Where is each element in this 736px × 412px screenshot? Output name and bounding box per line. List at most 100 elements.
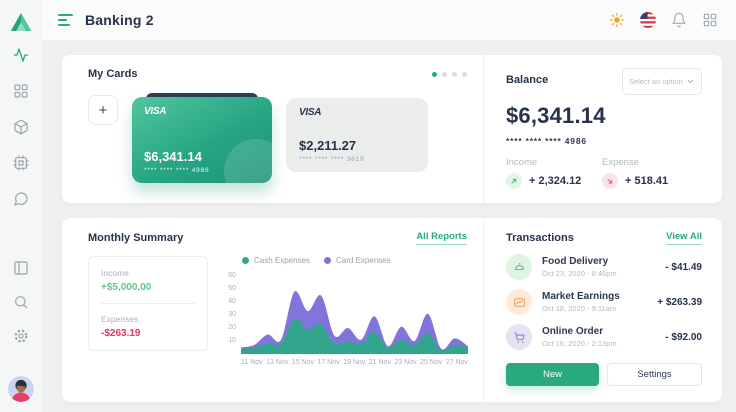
- visa-logo: VISA: [144, 106, 167, 117]
- sidebar-nav: [13, 47, 29, 207]
- cube-icon[interactable]: [13, 119, 29, 135]
- transaction-title: Food Delivery: [542, 256, 609, 267]
- credit-card-primary[interactable]: VISA $6,341.14 **** **** **** 4986: [132, 97, 272, 183]
- card-balance: $2,211.27: [299, 138, 357, 153]
- summary-income-value: +$5,000.00: [101, 282, 152, 293]
- summary-income-label: Income: [101, 268, 129, 278]
- app-logo-icon[interactable]: [9, 10, 33, 34]
- transaction-row[interactable]: Market Earnings Oct 18, 2020 - 9:11am + …: [506, 289, 702, 315]
- y-axis-tick: 60: [228, 271, 236, 279]
- transactions-title: Transactions: [506, 232, 574, 244]
- x-axis-tick: 11 Nov: [241, 359, 263, 366]
- x-axis-tick: 23 Nov: [394, 359, 417, 366]
- transactions-section: Transactions View All Food Delivery Oct …: [483, 218, 722, 402]
- notifications-bell-icon[interactable]: [671, 12, 687, 28]
- food-cloche-icon: [506, 254, 532, 280]
- transaction-row[interactable]: Online Order Oct 16, 2020 - 2:13pm - $92…: [506, 324, 702, 350]
- card-number: **** **** **** 4986: [144, 167, 210, 174]
- transaction-amount: + $263.39: [657, 296, 702, 308]
- theme-sun-icon[interactable]: [609, 12, 625, 28]
- search-icon[interactable]: [13, 294, 29, 310]
- language-flag-us-icon[interactable]: [640, 12, 656, 28]
- layout-panel-icon[interactable]: [13, 260, 29, 276]
- legend-dot-card: [324, 257, 332, 264]
- summary-transactions-panel: Monthly Summary All Reports Income +$5,0…: [62, 218, 722, 402]
- x-axis-tick: 17 Nov: [317, 359, 340, 366]
- y-axis-tick: 40: [228, 297, 236, 305]
- legend-cash-label: Cash Expenses: [254, 256, 311, 265]
- sidebar: [0, 0, 42, 412]
- transaction-title: Online Order: [542, 326, 604, 337]
- top-header: Banking 2: [42, 0, 736, 40]
- balance-amount: $6,341.14: [506, 103, 606, 128]
- carousel-dot[interactable]: [462, 71, 467, 77]
- apps-grid-icon[interactable]: [702, 12, 718, 28]
- income-value: + 2,324.12: [529, 175, 582, 187]
- transaction-info: Market Earnings Oct 18, 2020 - 9:11am: [542, 291, 620, 313]
- transaction-date: Oct 16, 2020 - 2:13pm: [542, 339, 617, 348]
- market-chart-icon: [506, 289, 532, 315]
- summary-expenses-label: Expenses: [101, 314, 139, 324]
- transaction-amount: - $92.00: [665, 331, 702, 343]
- all-reports-link[interactable]: All Reports: [416, 231, 467, 245]
- cpu-icon[interactable]: [13, 155, 29, 171]
- y-axis-tick: 30: [228, 310, 236, 318]
- carousel-dot[interactable]: [442, 71, 447, 77]
- settings-gear-icon[interactable]: [13, 328, 29, 344]
- chat-icon[interactable]: [13, 191, 29, 207]
- card-balance: $6,341.14: [144, 149, 202, 164]
- menu-icon[interactable]: [58, 14, 73, 26]
- credit-card-stack: VISA $6,341.14 **** **** **** 4986: [132, 93, 272, 183]
- credit-card-secondary[interactable]: VISA $2,211.27 **** **** **** 3619: [286, 98, 428, 172]
- expense-arrow-icon: [602, 173, 618, 189]
- activity-icon[interactable]: [13, 47, 29, 63]
- card-number: **** **** **** 3619: [299, 156, 365, 163]
- area-chart-svg: [241, 290, 468, 354]
- monthly-summary-section: Monthly Summary All Reports Income +$5,0…: [62, 218, 483, 402]
- cards-balance-panel: My Cards + VISA $6,341.14: [62, 55, 722, 203]
- carousel-dot[interactable]: [452, 71, 457, 77]
- balance-title: Balance: [506, 74, 549, 86]
- transaction-date: Oct 23, 2020 - 8:46pm: [542, 269, 617, 278]
- transaction-date: Oct 18, 2020 - 9:11am: [542, 304, 617, 313]
- summary-divider: [101, 303, 195, 304]
- view-all-link[interactable]: View All: [666, 231, 702, 245]
- x-axis-tick: 13 Nov: [266, 359, 289, 366]
- settings-button[interactable]: Settings: [607, 363, 702, 386]
- dashboard-grid-icon[interactable]: [13, 83, 29, 99]
- visa-logo: VISA: [299, 107, 322, 118]
- page-title: Banking 2: [85, 12, 154, 28]
- y-axis-tick: 10: [228, 336, 236, 344]
- transaction-amount: - $41.49: [665, 261, 702, 273]
- expenses-chart: Cash Expenses Card Expenses 60 50 40 30 20 10…: [220, 256, 468, 366]
- expense-label: Expense: [602, 157, 639, 168]
- legend-card-label: Card Expenses: [336, 256, 391, 265]
- shopping-cart-icon: [506, 324, 532, 350]
- transaction-info: Food Delivery Oct 23, 2020 - 8:46pm: [542, 256, 617, 278]
- user-avatar[interactable]: [8, 376, 34, 402]
- transaction-info: Online Order Oct 16, 2020 - 2:13pm: [542, 326, 617, 348]
- monthly-summary-title: Monthly Summary: [88, 232, 184, 244]
- legend-card: Card Expenses: [324, 256, 391, 265]
- add-card-button[interactable]: +: [88, 95, 118, 125]
- new-button[interactable]: New: [506, 363, 599, 386]
- header-actions: [609, 12, 718, 28]
- income-arrow-icon: [506, 173, 522, 189]
- transaction-row[interactable]: Food Delivery Oct 23, 2020 - 8:46pm - $4…: [506, 254, 702, 280]
- y-axis-tick: 20: [228, 323, 236, 331]
- legend-cash: Cash Expenses: [242, 256, 310, 265]
- balance-card-number: **** **** **** 4986: [506, 136, 587, 146]
- balance-section: Balance Select an option $6,341.14 **** …: [483, 55, 722, 203]
- area-chart-plot: 60 50 40 30 20 10: [220, 270, 468, 356]
- my-cards-section: My Cards + VISA $6,341.14: [62, 55, 483, 203]
- carousel-dot[interactable]: [432, 71, 437, 77]
- x-axis-tick: 25 Nov: [420, 359, 443, 366]
- chevron-down-icon: [687, 79, 694, 84]
- balance-select[interactable]: Select an option: [622, 68, 702, 95]
- chart-x-axis: 11 Nov 13 Nov 15 Nov 17 Nov 19 Nov 21 Nov 23 N…: [241, 359, 468, 366]
- sidebar-nav-bottom: [8, 260, 34, 402]
- legend-dot-cash: [242, 257, 249, 264]
- balance-select-value: Select an option: [629, 76, 683, 86]
- x-axis-tick: 19 Nov: [343, 359, 366, 366]
- transaction-title: Market Earnings: [542, 291, 620, 302]
